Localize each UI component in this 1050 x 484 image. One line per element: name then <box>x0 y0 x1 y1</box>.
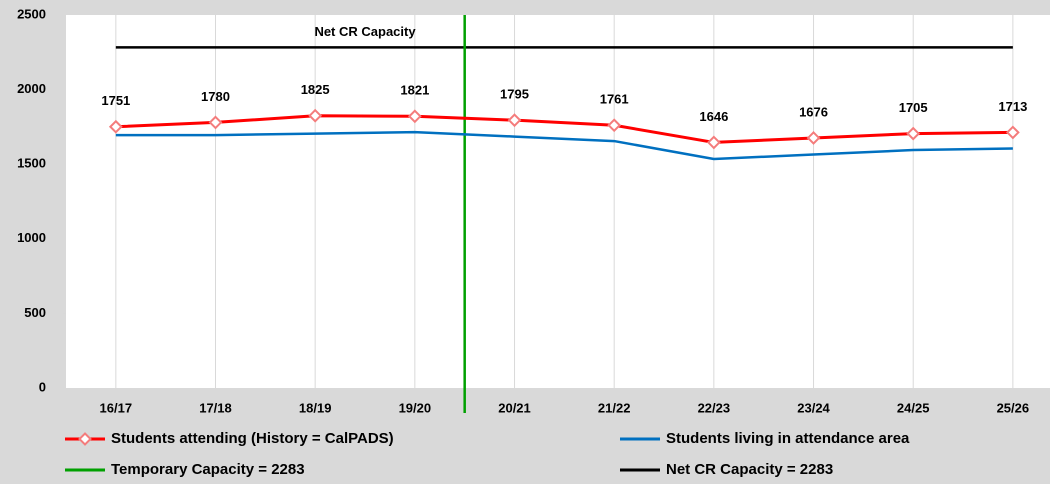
legend-label: Temporary Capacity = 2283 <box>111 461 305 478</box>
x-tick-label: 20/21 <box>498 400 531 415</box>
reference-label: Net CR Capacity <box>314 24 416 39</box>
point-marker <box>607 118 622 133</box>
x-tick-label: 22/23 <box>698 400 731 415</box>
x-tick-label: 17/18 <box>199 400 232 415</box>
y-tick-label: 500 <box>24 305 46 320</box>
legend-label: Net CR Capacity = 2283 <box>666 461 833 478</box>
y-tick-label: 2500 <box>17 6 46 21</box>
y-tick-label: 0 <box>39 379 46 394</box>
data-label: 1761 <box>600 92 629 107</box>
legend-label: Students attending (History = CalPADS) <box>111 430 394 447</box>
plot-area <box>66 15 1050 388</box>
x-tick-label: 16/17 <box>100 400 133 415</box>
data-label: 1751 <box>101 93 130 108</box>
x-tick-label: 25/26 <box>997 400 1030 415</box>
point-marker <box>706 135 721 150</box>
series-line <box>115 114 1013 144</box>
x-tick-label: 18/19 <box>299 400 332 415</box>
point-marker <box>906 126 921 141</box>
legend-marker <box>78 432 92 446</box>
data-label: 1646 <box>699 109 728 124</box>
y-tick-label: 1500 <box>17 156 46 171</box>
data-label: 1795 <box>500 87 529 102</box>
point-marker <box>308 108 323 123</box>
data-label: 1780 <box>201 89 230 104</box>
legend-label: Students living in attendance area <box>666 430 910 447</box>
x-tick-label: 23/24 <box>797 400 830 415</box>
x-tick-label: 19/20 <box>399 400 432 415</box>
y-tick-label: 1000 <box>17 230 46 245</box>
data-label: 1705 <box>899 100 928 115</box>
series-line <box>115 130 1013 161</box>
data-label: 1676 <box>799 104 828 119</box>
data-label: 1821 <box>400 83 429 98</box>
x-tick-label: 21/22 <box>598 400 631 415</box>
point-marker <box>1005 125 1020 140</box>
point-marker <box>407 109 422 124</box>
data-label: 1713 <box>998 99 1027 114</box>
point-marker <box>208 115 223 130</box>
point-marker <box>806 131 821 145</box>
x-tick-label: 24/25 <box>897 400 930 415</box>
point-marker <box>507 113 522 128</box>
y-tick-label: 2000 <box>17 81 46 96</box>
point-marker <box>108 119 123 134</box>
data-label: 1825 <box>301 82 330 97</box>
